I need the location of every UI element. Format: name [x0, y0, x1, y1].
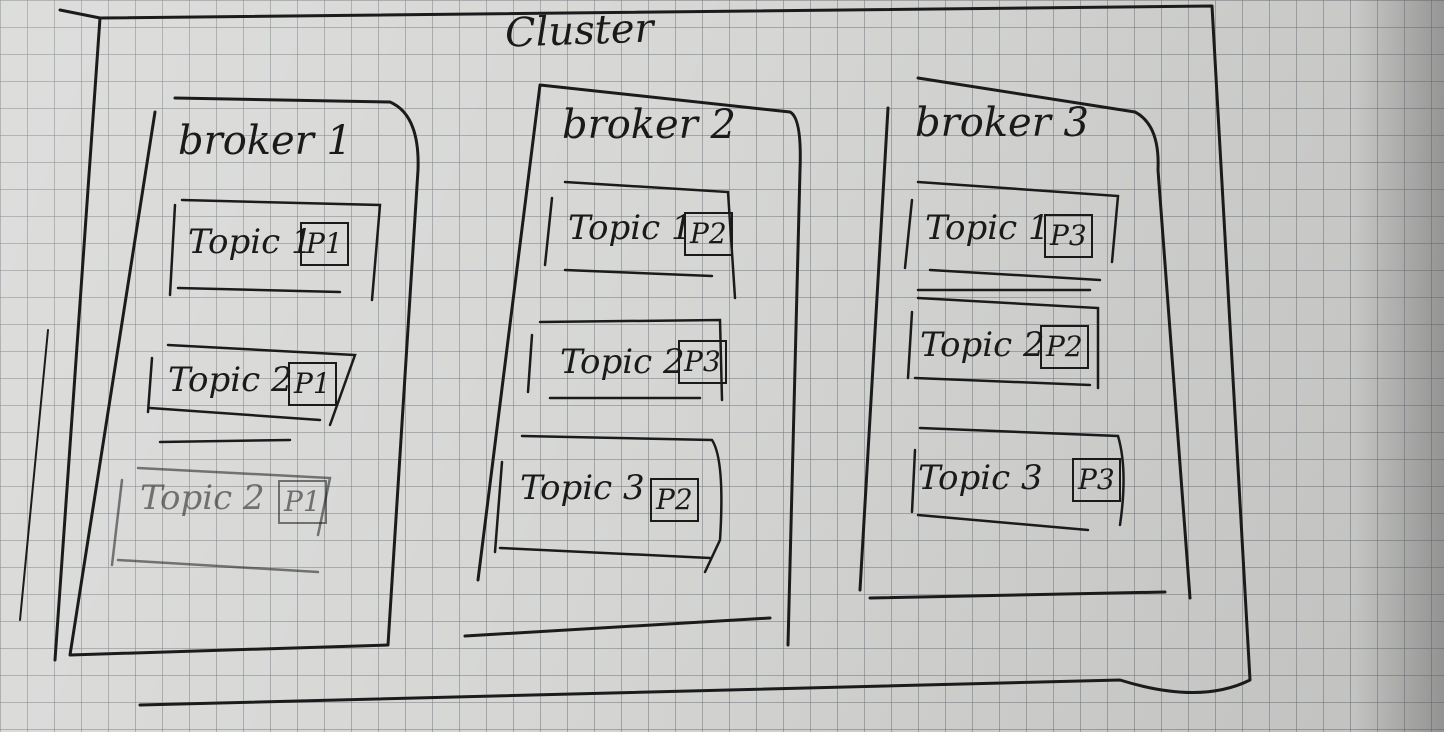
cluster-title: Cluster	[504, 5, 655, 57]
partition-label: P2	[1040, 325, 1089, 369]
broker-3-title: broker 3	[915, 100, 1090, 146]
partition-label: P1	[300, 222, 349, 266]
b1-topic3-box	[110, 466, 332, 574]
broker-1-outline	[68, 96, 420, 657]
topic-label: Topic 2	[168, 360, 293, 400]
broker-2-outline	[463, 83, 802, 647]
broker-2-title: broker 2	[562, 102, 737, 148]
b3-topic1-box	[903, 180, 1120, 292]
b3-topic3-box	[910, 426, 1125, 532]
partition-label: P3	[1044, 214, 1093, 258]
topic-label: Topic 2	[920, 325, 1045, 365]
partition-label: P2	[684, 212, 733, 256]
partition-label: P3	[678, 340, 727, 384]
b1-topic2-box	[146, 343, 357, 444]
partition-label: P1	[288, 362, 337, 406]
topic-label: Topic 2	[140, 478, 265, 518]
topic-label: Topic 1	[188, 222, 313, 262]
topic-label: Topic 1	[568, 208, 693, 248]
b1-topic1-box	[168, 198, 382, 302]
b2-topic1-box	[543, 180, 737, 300]
b2-topic2-box	[526, 318, 724, 402]
partition-label: P3	[1072, 458, 1121, 502]
cluster-outline	[53, 4, 1252, 707]
topic-label: Topic 3	[918, 458, 1043, 498]
topic-label: Topic 2	[560, 342, 685, 382]
broker-1-title: broker 1	[178, 118, 353, 164]
partition-label: P2	[650, 478, 699, 522]
topic-label: Topic 1	[925, 208, 1050, 248]
broker-3-outline	[858, 76, 1192, 600]
b2-topic3-box	[493, 434, 723, 574]
b3-topic2-box	[906, 296, 1100, 390]
topic-label: Topic 3	[520, 468, 645, 508]
partition-label: P1	[278, 480, 327, 524]
